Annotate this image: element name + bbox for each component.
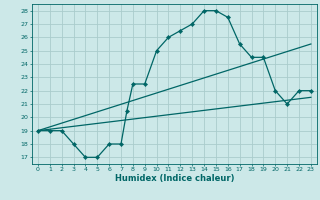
X-axis label: Humidex (Indice chaleur): Humidex (Indice chaleur)	[115, 174, 234, 183]
